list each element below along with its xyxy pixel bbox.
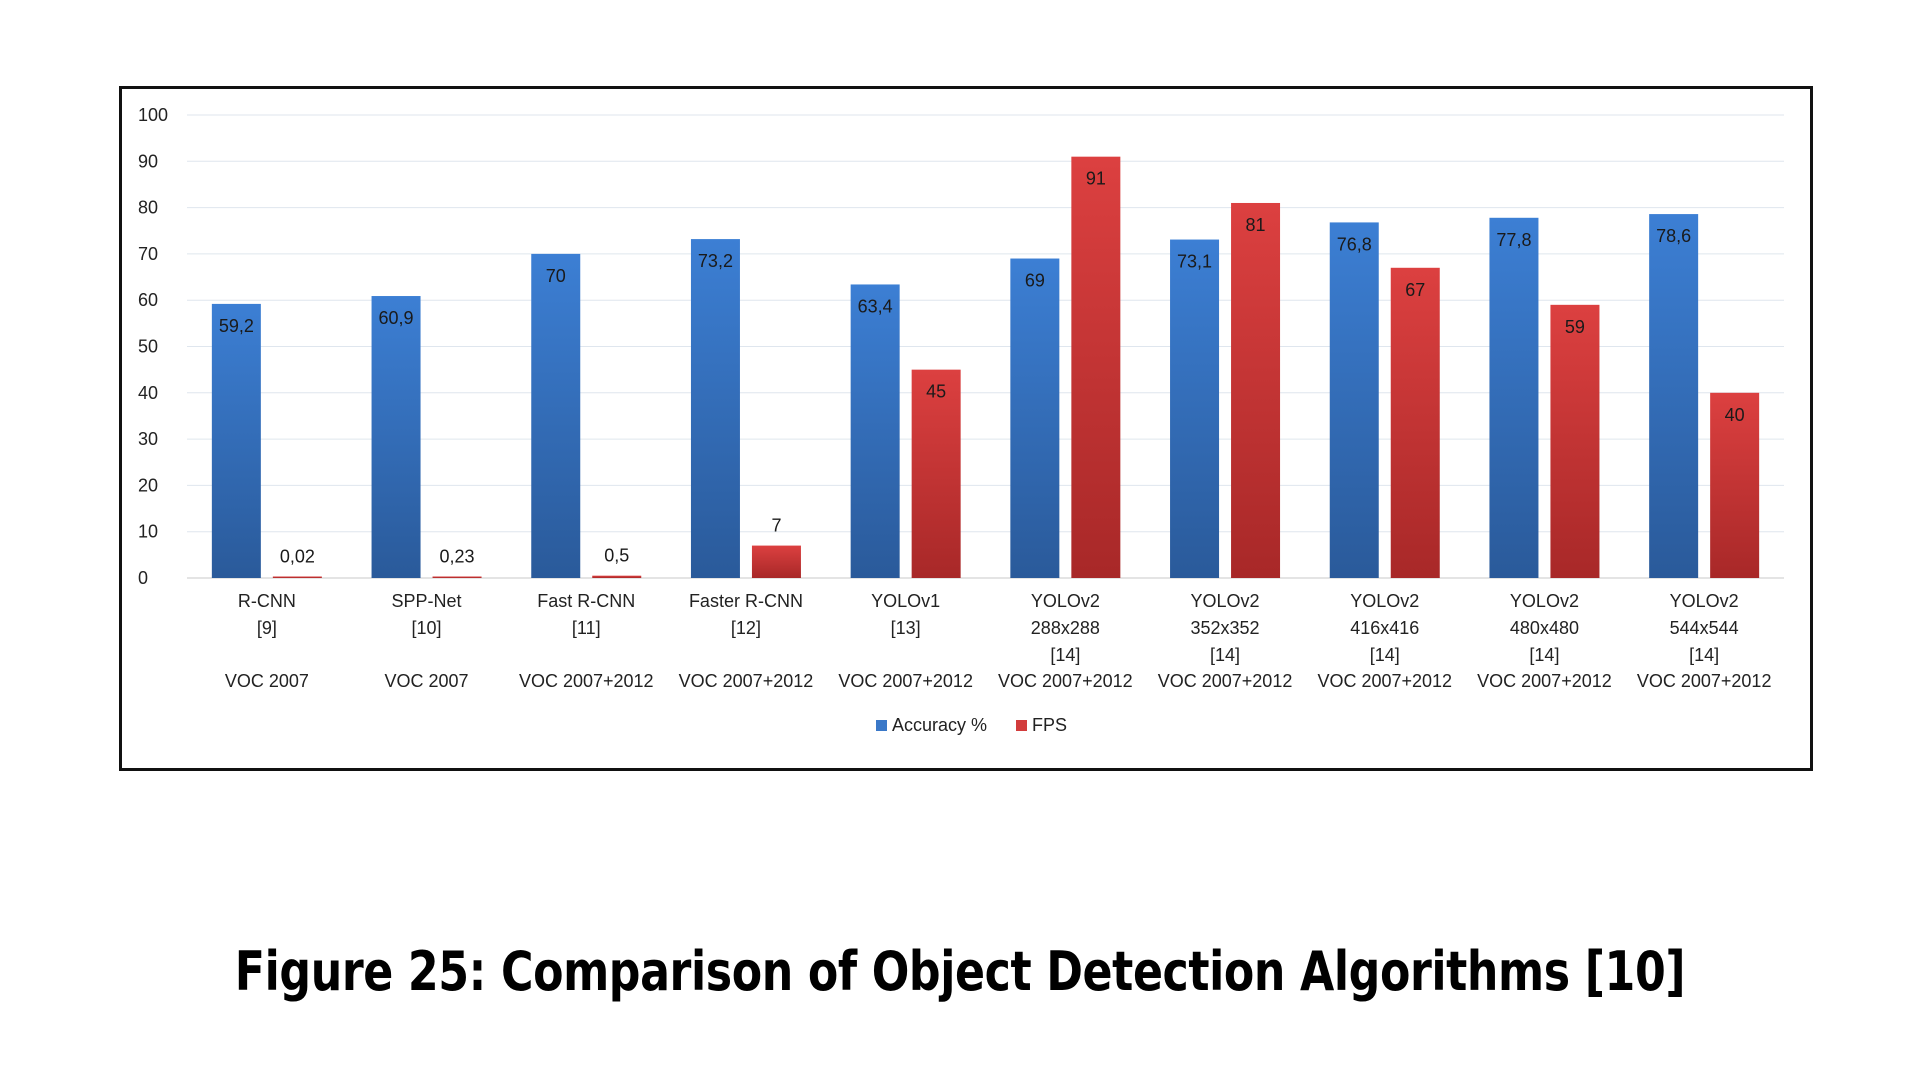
fps-bar — [1390, 267, 1440, 578]
fps-data-label: 40 — [1725, 405, 1745, 425]
fps-data-label: 7 — [771, 516, 781, 536]
fps-data-label: 59 — [1565, 317, 1585, 337]
fps-data-label: 45 — [926, 382, 946, 402]
y-axis-ticks: 0 10 20 30 40 50 60 70 80 90 100 — [138, 105, 168, 588]
category-label: [11] — [572, 618, 601, 638]
category-label: YOLOv1 — [871, 591, 940, 611]
accuracy-data-label: 60,9 — [379, 308, 414, 328]
y-tick-label: 80 — [138, 198, 158, 218]
y-tick-label: 50 — [138, 337, 158, 357]
category-label: VOC 2007+2012 — [998, 671, 1133, 691]
y-tick-label: 10 — [138, 522, 158, 542]
fps-bar — [592, 575, 642, 578]
fps-data-label: 91 — [1086, 169, 1106, 189]
data-labels: 59,2 0,02 60,9 0,23 70 0,5 73,2 7 63,4 45 69 91 73,1… — [219, 169, 1745, 567]
category-label: VOC 2007+2012 — [1158, 671, 1293, 691]
accuracy-data-label: 76,8 — [1337, 234, 1372, 254]
category-label: [10] — [412, 618, 442, 638]
accuracy-bar — [690, 239, 740, 579]
accuracy-bar — [1649, 214, 1699, 578]
category-label: Fast R-CNN — [537, 591, 635, 611]
category-label: VOC 2007 — [385, 671, 469, 691]
legend: Accuracy % FPS — [876, 715, 1067, 735]
category-label: VOC 2007+2012 — [519, 671, 654, 691]
legend-label-accuracy: Accuracy % — [892, 715, 987, 735]
accuracy-data-label: 69 — [1025, 271, 1045, 291]
accuracy-data-label: 59,2 — [219, 316, 254, 336]
fps-data-label: 0,02 — [280, 547, 315, 567]
bars — [211, 156, 1760, 579]
fps-data-label: 67 — [1405, 280, 1425, 300]
category-label: YOLOv2 — [1350, 591, 1419, 611]
y-tick-label: 60 — [138, 290, 158, 310]
y-tick-label: 40 — [138, 383, 158, 403]
category-label: VOC 2007 — [225, 671, 309, 691]
accuracy-data-label: 70 — [546, 266, 566, 286]
accuracy-bar — [531, 253, 581, 578]
category-label: VOC 2007+2012 — [838, 671, 973, 691]
accuracy-data-label: 78,6 — [1656, 226, 1691, 246]
accuracy-bar — [1489, 217, 1539, 578]
fps-bar — [751, 545, 801, 578]
accuracy-data-label: 73,2 — [698, 251, 733, 271]
bar-chart: 0 10 20 30 40 50 60 70 80 90 100 59,2 0,02 60,9 0,23 7… — [138, 105, 1784, 735]
category-label: VOC 2007+2012 — [1637, 671, 1772, 691]
y-tick-label: 100 — [138, 105, 168, 125]
category-label: [13] — [891, 618, 921, 638]
figure-caption: Figure 25: Comparison of Object Detectio… — [234, 940, 1686, 1003]
category-label: YOLOv2 — [1191, 591, 1260, 611]
category-label: VOC 2007+2012 — [1477, 671, 1612, 691]
y-tick-label: 30 — [138, 429, 158, 449]
legend-label-fps: FPS — [1032, 715, 1067, 735]
category-labels: R-CNN [9] VOC 2007 SPP-Net [10] VOC 2007 Fast … — [225, 591, 1772, 691]
category-label: R-CNN — [238, 591, 296, 611]
category-label: [14] — [1529, 645, 1559, 665]
accuracy-bar — [371, 296, 421, 578]
y-tick-label: 0 — [138, 568, 148, 588]
fps-bar — [1550, 304, 1600, 578]
category-label: [14] — [1210, 645, 1240, 665]
accuracy-data-label: 63,4 — [858, 296, 893, 316]
category-label: YOLOv2 — [1670, 591, 1739, 611]
category-label: [14] — [1050, 645, 1080, 665]
category-label: [14] — [1370, 645, 1400, 665]
category-label: [12] — [731, 618, 761, 638]
category-label: SPP-Net — [392, 591, 462, 611]
category-label: VOC 2007+2012 — [679, 671, 814, 691]
accuracy-bar — [211, 303, 261, 578]
chart-frame: 0 10 20 30 40 50 60 70 80 90 100 59,2 0,02 60,9 0,23 7… — [119, 86, 1813, 771]
accuracy-bar — [1170, 239, 1220, 578]
gridlines — [187, 114, 1784, 579]
fps-data-label: 0,23 — [440, 547, 475, 567]
category-label: Faster R-CNN — [689, 591, 803, 611]
fps-bar — [1071, 156, 1121, 579]
accuracy-data-label: 73,1 — [1177, 252, 1212, 272]
accuracy-bar — [1329, 222, 1379, 578]
accuracy-bar — [1010, 258, 1060, 578]
y-tick-label: 70 — [138, 244, 158, 264]
legend-swatch-accuracy — [876, 720, 887, 731]
fps-bar — [432, 576, 482, 578]
category-label: [14] — [1689, 645, 1719, 665]
fps-bar — [272, 576, 322, 578]
y-tick-label: 20 — [138, 475, 158, 495]
fps-data-label: 81 — [1246, 215, 1266, 235]
category-label: 544x544 — [1670, 618, 1739, 638]
accuracy-bar — [850, 284, 900, 578]
category-label: 288x288 — [1031, 618, 1100, 638]
category-label: 480x480 — [1510, 618, 1579, 638]
y-tick-label: 90 — [138, 151, 158, 171]
category-label: VOC 2007+2012 — [1317, 671, 1452, 691]
category-label: YOLOv2 — [1031, 591, 1100, 611]
accuracy-data-label: 77,8 — [1496, 230, 1531, 250]
fps-data-label: 0,5 — [604, 546, 629, 566]
fps-bar — [1231, 202, 1281, 578]
category-label: 416x416 — [1350, 618, 1419, 638]
legend-swatch-fps — [1016, 720, 1027, 731]
category-label: YOLOv2 — [1510, 591, 1579, 611]
category-label: 352x352 — [1191, 618, 1260, 638]
category-label: [9] — [257, 618, 277, 638]
fps-bar — [1710, 392, 1760, 578]
fps-bar — [911, 369, 961, 578]
